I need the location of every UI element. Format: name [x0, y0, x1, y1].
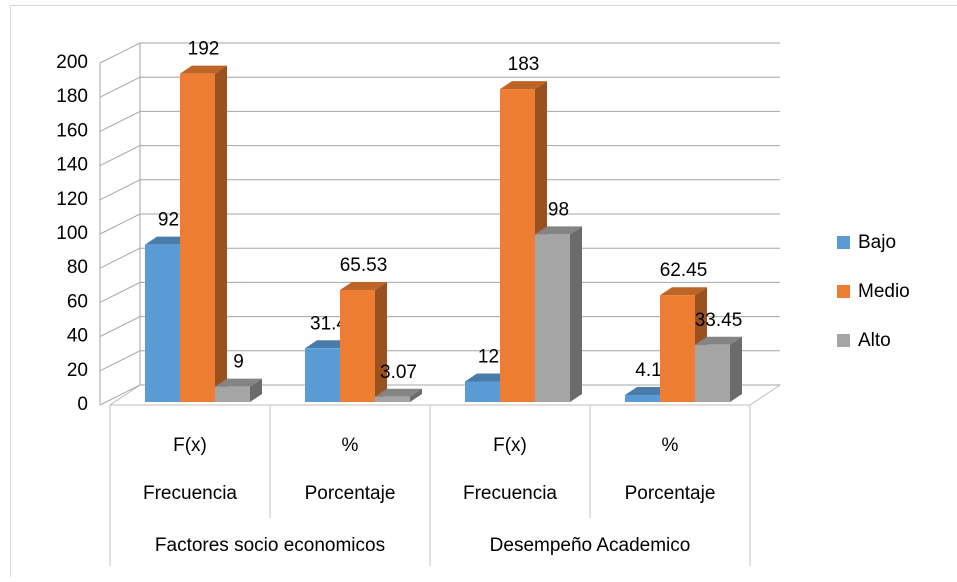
- x-tick-label-level3: Factores socio economicos: [155, 535, 385, 556]
- data-label: 3.07: [380, 362, 417, 383]
- grid-line-side: [100, 385, 140, 405]
- y-tick-label: 0: [77, 394, 88, 415]
- bar: [215, 387, 250, 402]
- x-tick-label: F(x): [493, 435, 527, 456]
- legend-label: Bajo: [858, 232, 896, 253]
- bar: [465, 381, 500, 402]
- data-label: 12: [478, 346, 499, 367]
- bar: [660, 295, 695, 402]
- legend-label: Alto: [858, 330, 891, 351]
- legend-swatch: [837, 334, 850, 347]
- data-label: 192: [188, 39, 220, 60]
- bar: [625, 395, 660, 402]
- x-tick-label-level2: Porcentaje: [305, 483, 396, 504]
- legend-label: Medio: [858, 281, 910, 302]
- bar-side: [730, 337, 742, 402]
- data-label: 65.53: [340, 255, 388, 276]
- data-label: 9: [233, 352, 244, 373]
- y-tick-label: 140: [56, 155, 88, 176]
- legend-swatch: [837, 236, 850, 249]
- bar: [305, 348, 340, 402]
- data-label: 183: [508, 54, 540, 75]
- x-tick-label-level2: Porcentaje: [625, 483, 716, 504]
- grid-line-side: [100, 282, 140, 302]
- y-tick-label: 120: [56, 189, 88, 210]
- bar: [375, 397, 410, 402]
- data-label: 98: [548, 199, 569, 220]
- grid-line-side: [100, 351, 140, 371]
- x-tick-label-level2: Frecuencia: [143, 483, 237, 504]
- bar: [145, 245, 180, 402]
- data-label: 92: [158, 210, 179, 231]
- bar-side: [375, 282, 387, 402]
- y-tick-label: 100: [56, 223, 88, 244]
- grid-line-side: [100, 180, 140, 200]
- y-tick-label: 80: [67, 257, 88, 278]
- data-label: 4.1: [635, 360, 661, 381]
- data-label: 62.45: [660, 260, 708, 281]
- grid-line-side: [100, 146, 140, 166]
- grid-line-side: [100, 214, 140, 234]
- data-label: 33.45: [695, 310, 743, 331]
- x-tick-label: F(x): [173, 435, 207, 456]
- y-tick-label: 60: [67, 291, 88, 312]
- y-tick-label: 180: [56, 86, 88, 107]
- legend-swatch: [837, 285, 850, 298]
- grid-line-side: [100, 317, 140, 337]
- y-tick-label: 20: [67, 360, 88, 381]
- bar: [340, 290, 375, 402]
- grid-line-side: [100, 248, 140, 268]
- y-tick-label: 200: [56, 52, 88, 73]
- x-tick-label-level2: Frecuencia: [463, 483, 557, 504]
- y-tick-label: 160: [56, 120, 88, 141]
- bar-side: [215, 66, 227, 402]
- bar-side: [570, 226, 582, 402]
- grid-line-side: [100, 77, 140, 97]
- grid-line-side: [100, 111, 140, 131]
- x-tick-label: %: [662, 435, 679, 456]
- grid-line-side: [100, 43, 140, 63]
- x-tick-label: %: [342, 435, 359, 456]
- bar: [535, 234, 570, 402]
- bar: [695, 345, 730, 402]
- x-tick-label-level3: Desempeño Academico: [490, 535, 691, 556]
- bar: [180, 74, 215, 402]
- y-tick-label: 40: [67, 326, 88, 347]
- bar: [500, 89, 535, 402]
